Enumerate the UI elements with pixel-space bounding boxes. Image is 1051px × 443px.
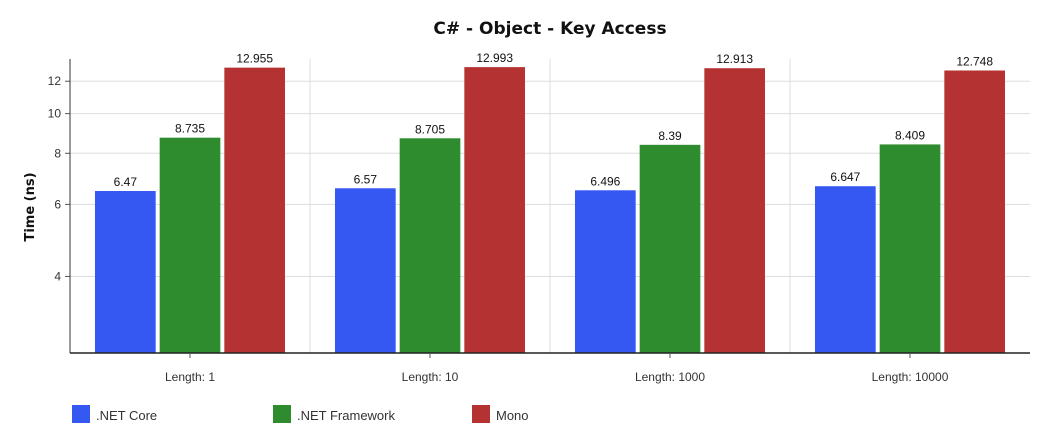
data-label: 12.993 — [476, 51, 513, 65]
data-label: 8.705 — [415, 122, 445, 136]
data-label: 6.496 — [590, 174, 620, 188]
legend-swatch — [72, 405, 90, 423]
legend-label: Mono — [496, 408, 529, 423]
bar — [815, 186, 876, 353]
x-tick-label: Length: 1 — [165, 370, 215, 384]
bars — [95, 67, 1005, 354]
legend-swatch — [472, 405, 490, 423]
data-label: 12.748 — [956, 54, 993, 68]
y-tick-label: 8 — [54, 146, 61, 160]
bar — [159, 137, 221, 353]
axes — [69, 59, 1030, 354]
bar — [704, 68, 765, 354]
y-tick-label: 6 — [54, 197, 61, 211]
x-tick-label: Length: 1000 — [635, 370, 705, 384]
bar — [575, 190, 636, 353]
y-axis-label: Time (ns) — [23, 172, 38, 241]
y-axis-ticks: 4 6 8 10 12 — [48, 74, 70, 283]
x-axis-categories: Length: 1 Length: 10 Length: 1000 Length: 1… — [165, 353, 949, 384]
data-label: 12.913 — [716, 52, 753, 66]
y-tick-label: 12 — [48, 74, 62, 88]
y-tick-label: 4 — [54, 269, 61, 283]
bar — [639, 144, 701, 353]
data-label: 8.735 — [175, 122, 205, 136]
legend-item: .NET Framework — [273, 405, 395, 423]
bar — [224, 67, 285, 354]
chart-title: C# - Object - Key Access — [433, 19, 666, 39]
bar — [879, 144, 941, 353]
bar — [944, 70, 1005, 353]
bar — [399, 138, 461, 353]
data-label: 8.409 — [895, 128, 925, 142]
legend: .NET Core .NET Framework Mono — [72, 405, 529, 423]
bar — [464, 67, 525, 354]
legend-item: Mono — [472, 405, 529, 423]
data-label: 6.47 — [114, 175, 138, 189]
x-tick-label: Length: 10000 — [872, 370, 949, 384]
data-label: 12.955 — [236, 52, 273, 66]
y-tick-label: 10 — [48, 107, 62, 121]
x-tick-label: Length: 10 — [402, 370, 459, 384]
data-labels: 6.47 8.735 12.955 6.57 8.705 12.993 6.496 8.39 1… — [114, 51, 994, 189]
data-label: 6.57 — [354, 172, 378, 186]
data-label: 8.39 — [658, 129, 682, 143]
legend-label: .NET Framework — [297, 408, 395, 423]
bar — [95, 191, 156, 353]
legend-label: .NET Core — [96, 408, 157, 423]
legend-item: .NET Core — [72, 405, 157, 423]
bar — [335, 188, 396, 353]
data-label: 6.647 — [830, 170, 860, 184]
legend-swatch — [273, 405, 291, 423]
